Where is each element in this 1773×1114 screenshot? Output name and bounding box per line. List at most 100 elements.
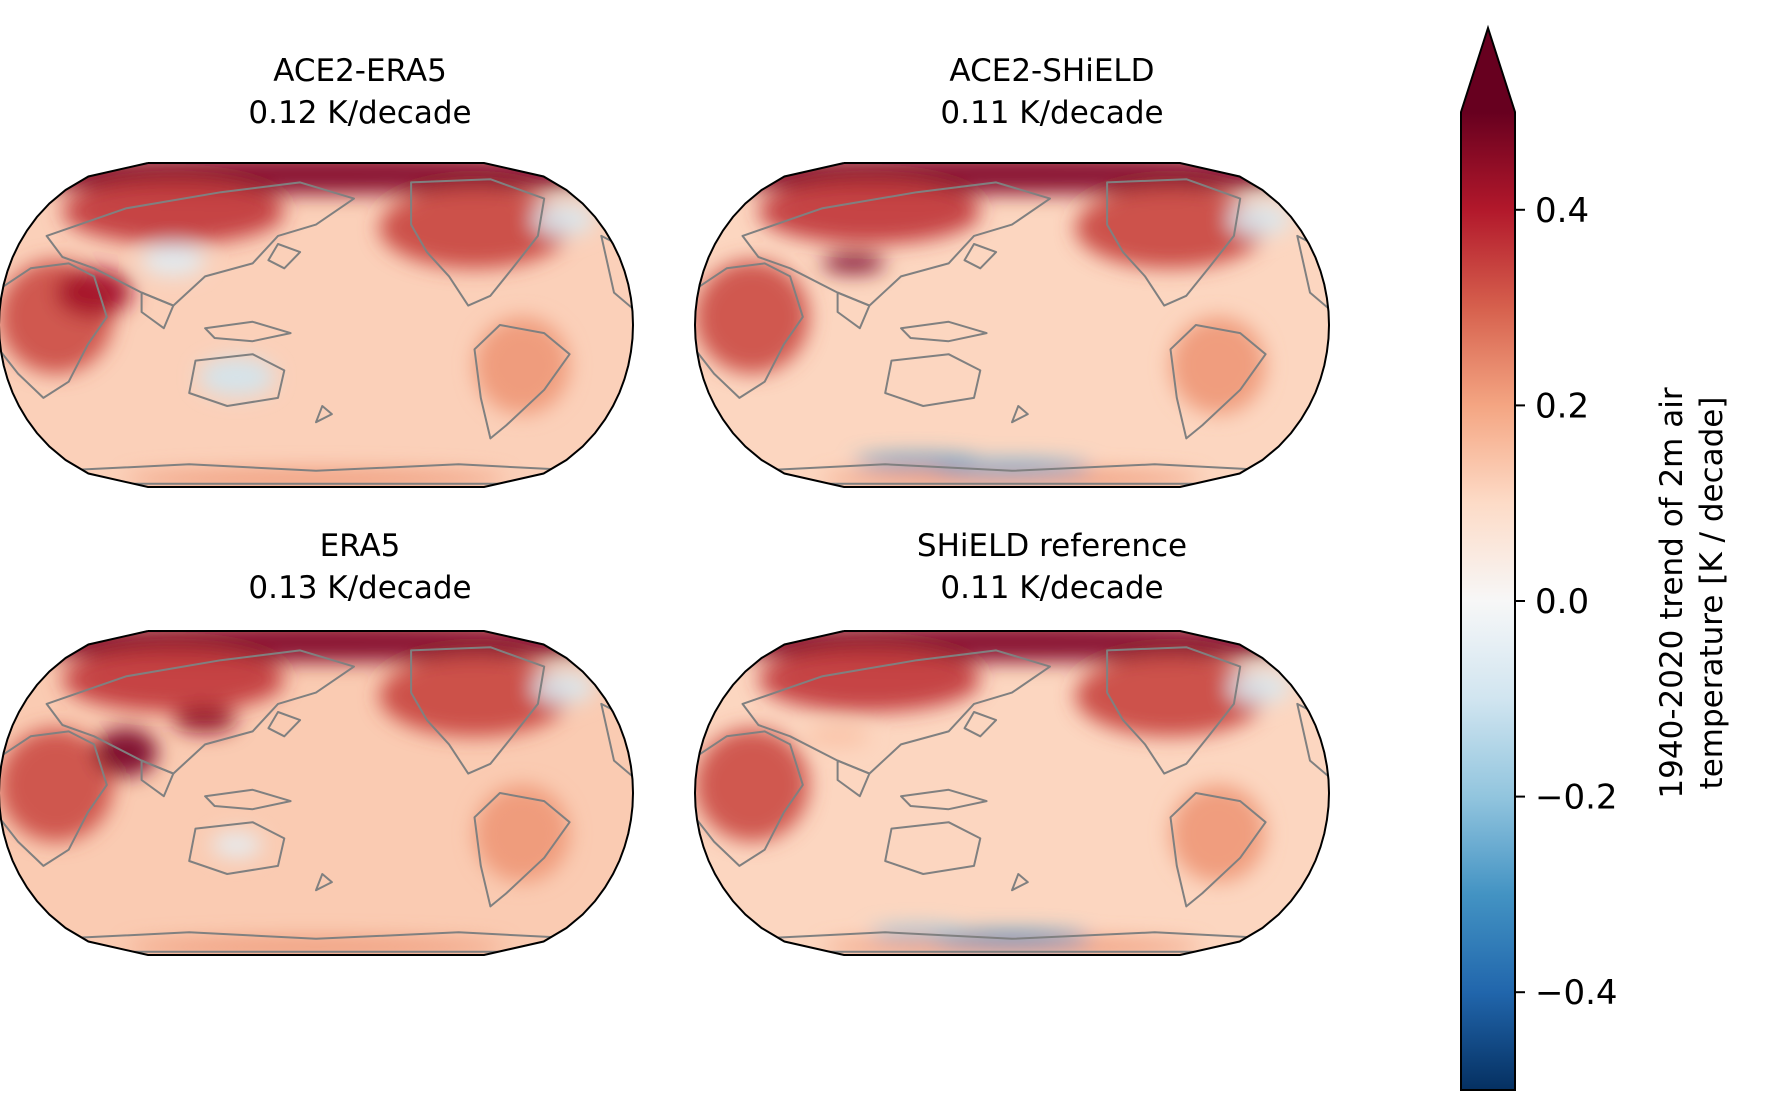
coastlines [695,646,1329,953]
coastline [473,324,571,440]
coastline [0,730,108,867]
coastline [741,181,1051,307]
trend-region [211,831,263,858]
coastline [55,463,587,485]
coastline [204,788,292,811]
trend-region [805,726,870,747]
coastline [695,730,804,867]
trend-region [474,316,570,415]
map-outline [0,162,635,488]
trend-field [695,631,1329,955]
coastline [1106,178,1242,307]
colorbar-extend-arrow [1461,28,1515,112]
coastline [1011,873,1029,892]
coastline [45,649,355,775]
colorbar-label: 1940-2020 trend of 2m air temperature [K … [1654,387,1730,798]
map-panel [693,630,1331,956]
coastline [0,262,108,399]
coastline [55,931,587,953]
trend-region [56,268,133,317]
colorbar-tick-label: 0.0 [1535,582,1589,622]
trend-anomalies [0,163,633,487]
trend-region [1170,784,1266,883]
trend-field [0,163,633,487]
panel-model-name: ACE2-SHiELD [949,53,1155,89]
trend-region [1170,316,1266,415]
colorbar-label-line2: temperature [K / decade] [1694,397,1730,790]
panel-title-ace2-era5: ACE2-ERA5 0.12 K/decade [30,50,690,134]
trend-region [379,655,570,737]
panel-trend-value: 0.11 K/decade [940,95,1164,131]
trend-region [1227,671,1291,704]
coastline [267,711,302,738]
colorbar-tick-label: 0.4 [1535,191,1589,231]
colorbar: −0.4 −0.2 0.0 0.2 0.4 1940-2020 trend of 2m a… [1460,24,1730,1091]
coastline [410,646,546,775]
coastlines [0,646,633,953]
colorbar-tick-label: −0.4 [1535,973,1618,1013]
coastline [410,178,546,307]
trend-region [821,253,886,274]
map-panel [693,162,1331,488]
coastline [836,759,871,798]
coastline [900,788,988,811]
trend-region [758,647,981,712]
coastline [140,759,175,798]
coastline [188,353,286,407]
trend-region [1227,203,1291,236]
trend-region [1075,655,1266,737]
trend-region [1075,187,1266,269]
trend-region [758,179,981,245]
coastline [188,821,286,875]
trend-region [62,647,285,712]
colorbar-gradient [1461,112,1515,1090]
coastline [751,463,1283,485]
trend-field [0,631,633,955]
trend-region [379,187,570,269]
coastline [315,873,333,892]
trend-region [125,469,507,487]
panel-trend-value: 0.13 K/decade [248,570,472,606]
coastlines [0,178,633,485]
coastline [695,262,804,399]
trend-region [198,357,275,397]
coastline [204,320,292,343]
trend-region [0,728,114,842]
map-outline [0,630,635,956]
trend-region [531,203,595,236]
trend-region [173,707,237,734]
colorbar-tick-label: −0.2 [1535,778,1618,818]
trend-region [62,179,285,245]
panel-model-name: ERA5 [319,528,401,564]
coastline [963,711,998,738]
map-outline [693,162,1331,488]
coastline [884,353,982,407]
coastline [1169,324,1267,440]
coastline [1011,405,1029,424]
trend-field [695,163,1329,487]
trend-region [695,260,810,374]
maps-layer [0,162,1331,956]
coastline [315,405,333,424]
coastline [1169,792,1267,908]
map-panel [0,162,635,488]
coastline [751,931,1283,953]
coastline [741,649,1051,775]
map-outline [693,630,1331,956]
trend-region [125,937,507,955]
coastline [900,320,988,343]
coastline [884,821,982,875]
trend-region [474,784,570,883]
colorbar-label-line1: 1940-2020 trend of 2m air [1654,387,1690,798]
panel-model-name: ACE2-ERA5 [273,53,447,89]
coastline [1106,646,1242,775]
panel-trend-value: 0.11 K/decade [940,570,1164,606]
coastline [45,181,355,307]
map-panel [0,630,635,956]
coastline [473,792,571,908]
coastline [140,291,175,330]
panel-trend-value: 0.12 K/decade [248,95,472,131]
panel-title-era5: ERA5 0.13 K/decade [30,525,690,609]
coastline [963,243,998,270]
